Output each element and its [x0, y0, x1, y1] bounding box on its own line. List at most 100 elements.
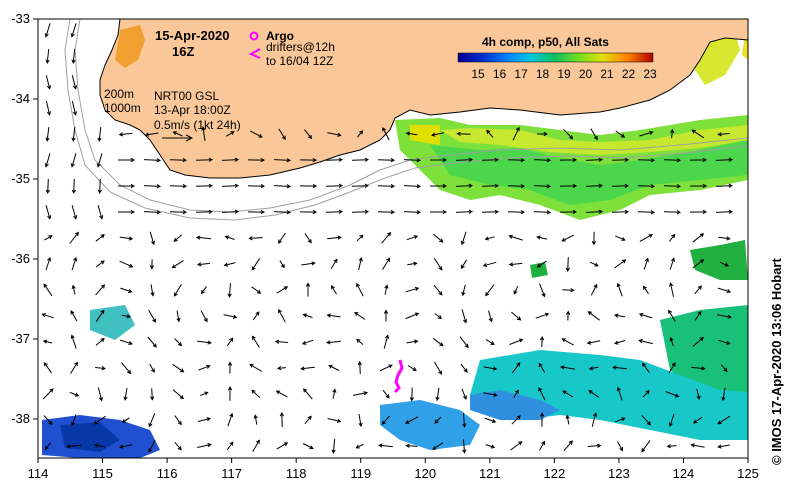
current-arrow-icon [616, 282, 623, 297]
current-arrow-icon [176, 310, 181, 323]
current-arrow-icon [325, 209, 344, 214]
current-arrow-icon [533, 210, 552, 215]
current-arrow-icon [150, 388, 155, 401]
current-arrow-icon [330, 258, 338, 269]
current-arrow-icon [462, 439, 467, 454]
current-arrow-icon [612, 365, 627, 370]
current-arrow-icon [513, 285, 519, 295]
current-arrow-icon [588, 390, 600, 398]
current-arrow-icon [97, 387, 103, 402]
y-tick-label: -37 [11, 331, 30, 346]
current-arrow-icon [641, 440, 651, 453]
current-arrow-icon [460, 363, 468, 373]
current-arrow-icon [510, 441, 523, 451]
x-axis: 114 115 116 117 118 119 120 121 122 123 124 125 [28, 458, 759, 481]
current-arrow-icon [71, 205, 78, 220]
current-arrow-icon [356, 338, 364, 345]
current-arrow-icon [538, 362, 546, 373]
current-arrow-icon [694, 310, 702, 321]
current-arrow-icon [585, 209, 604, 214]
current-arrow-icon [403, 158, 422, 163]
current-arrow-icon [43, 235, 53, 241]
current-arrow-icon [357, 360, 362, 375]
current-arrow-icon [299, 183, 318, 189]
current-arrow-icon [539, 412, 545, 427]
current-arrow-icon [405, 312, 420, 320]
current-arrow-icon [223, 262, 236, 267]
current-arrow-icon [302, 443, 314, 450]
current-arrow-icon [432, 442, 444, 450]
current-arrow-icon [276, 286, 289, 294]
current-arrow-icon [459, 336, 469, 349]
current-arrow-icon [200, 391, 209, 397]
current-arrow-icon [539, 335, 545, 348]
argo-label: Argo [266, 29, 294, 43]
current-arrow-icon [461, 309, 468, 324]
current-arrow-icon [301, 339, 314, 345]
current-arrow-icon [41, 313, 54, 319]
current-arrow-icon [223, 314, 238, 319]
current-arrow-icon [689, 183, 708, 189]
current-arrow-icon [279, 260, 285, 269]
current-arrow-icon [97, 127, 102, 142]
current-arrow-icon [118, 209, 136, 215]
current-arrow-icon [587, 443, 602, 448]
current-arrow-icon [638, 339, 653, 345]
current-arrow-icon [563, 128, 574, 140]
current-arrow-icon [638, 312, 653, 319]
current-arrow-icon [225, 131, 235, 137]
current-arrow-icon [121, 417, 130, 423]
current-arrow-icon [511, 362, 521, 374]
model-time: 13-Apr 18:00Z [154, 103, 231, 117]
current-arrow-icon [197, 443, 212, 448]
current-arrow-icon [507, 184, 526, 189]
sst-patch-speck [530, 262, 548, 278]
colorbar-tick-label: 22 [622, 67, 636, 81]
current-arrow-icon [304, 415, 312, 425]
current-arrow-icon [377, 157, 396, 163]
current-arrow-icon [696, 388, 701, 400]
y-tick-label: -33 [11, 11, 30, 26]
current-arrow-icon [274, 339, 289, 344]
y-tick-label: -35 [11, 171, 30, 186]
current-arrow-icon [617, 441, 623, 452]
current-arrow-icon [251, 257, 261, 271]
current-arrow-icon [201, 286, 207, 295]
current-arrow-icon [45, 48, 50, 65]
current-arrow-icon [45, 75, 52, 90]
current-arrow-icon [226, 441, 234, 451]
current-arrow-icon [669, 257, 675, 270]
current-arrow-icon [537, 131, 548, 137]
current-arrow-icon [666, 444, 677, 449]
current-arrow-icon [227, 386, 233, 401]
current-arrow-icon [44, 153, 51, 168]
current-arrow-icon [481, 157, 500, 162]
colorbar-tick-label: 15 [471, 67, 485, 81]
current-arrow-icon [71, 256, 78, 271]
current-arrow-icon [508, 262, 523, 267]
current-arrow-icon [302, 313, 313, 318]
current-arrow-icon [509, 338, 524, 345]
current-arrow-icon [611, 209, 630, 215]
current-arrow-icon [45, 101, 51, 116]
current-arrow-icon [304, 129, 313, 140]
current-arrow-icon [407, 261, 418, 266]
current-arrow-icon [93, 415, 106, 425]
current-arrow-icon [174, 338, 183, 347]
current-arrow-icon [43, 361, 53, 374]
colorbar-tick-label: 19 [557, 67, 571, 81]
current-arrow-icon [637, 210, 656, 215]
current-arrow-icon [251, 286, 262, 294]
current-arrow-icon [590, 283, 598, 296]
current-arrow-icon [326, 313, 341, 318]
current-arrow-icon [562, 390, 574, 398]
y-tick-label: -36 [11, 251, 30, 266]
current-arrow-icon [119, 236, 134, 241]
drifter-legend-icon [248, 48, 261, 59]
current-arrow-icon [305, 282, 311, 297]
current-arrow-icon [432, 233, 444, 243]
current-arrow-icon [44, 23, 51, 38]
current-arrow-icon [460, 259, 468, 270]
current-arrow-icon [197, 417, 212, 422]
